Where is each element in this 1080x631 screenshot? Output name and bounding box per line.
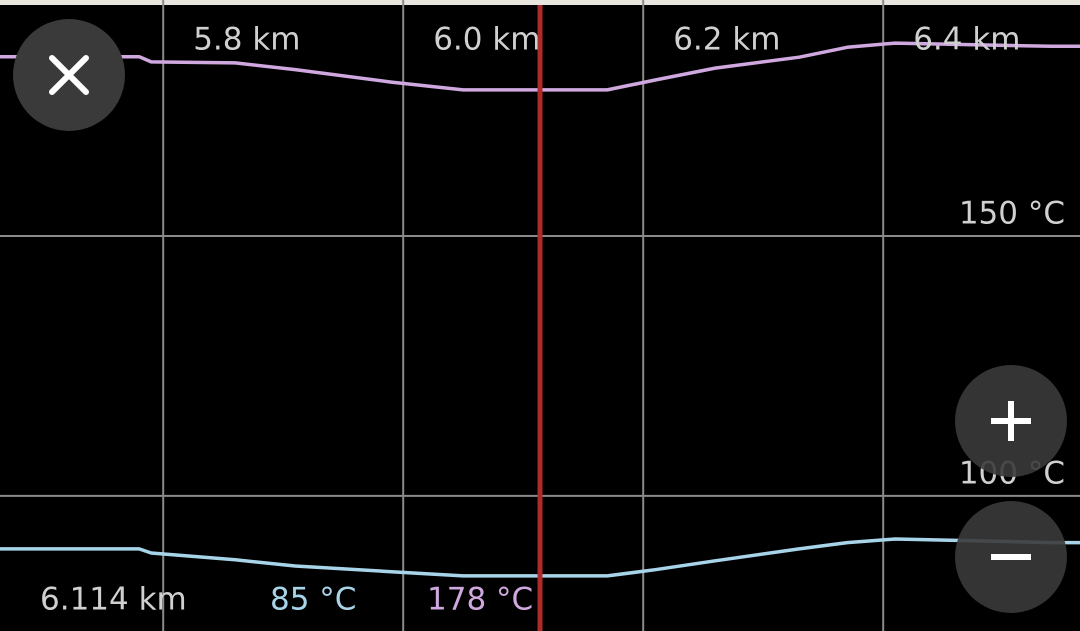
x-tick-label: 6.4 km (913, 22, 1020, 58)
cursor-distance: 6.114 km (40, 582, 187, 618)
zoom-in-button[interactable] (955, 365, 1067, 477)
x-tick-label: 6.0 km (433, 22, 540, 58)
cursor-readout: 85 °C (270, 582, 356, 618)
zoom-out-button[interactable] (955, 501, 1067, 613)
map-edge (0, 0, 1080, 5)
series-line (0, 537, 1080, 578)
x-tick-label: 5.8 km (193, 22, 300, 58)
close-icon[interactable] (49, 55, 89, 95)
plus-icon[interactable] (991, 401, 1031, 441)
close-button[interactable] (13, 19, 125, 131)
series-line (0, 41, 1080, 92)
x-tick-label: 6.2 km (673, 22, 780, 58)
y-tick-label: 150 °C (959, 195, 1065, 231)
cursor-readout: 178 °C (427, 582, 533, 618)
